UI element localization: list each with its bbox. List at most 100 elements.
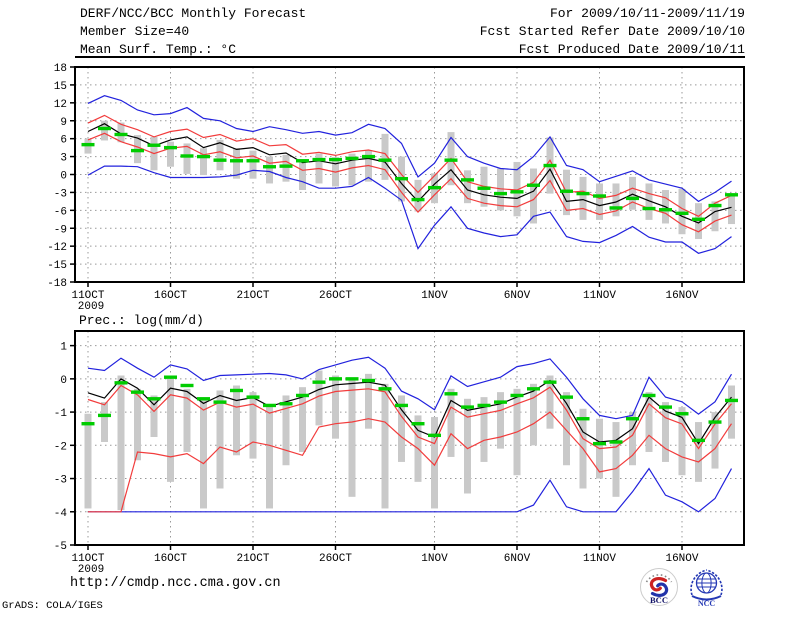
svg-text:2009: 2009: [78, 301, 104, 313]
spread-lower-line: [88, 411, 733, 513]
member-spread-bar: [513, 161, 521, 217]
observation-dash: [296, 393, 309, 398]
observation-dash: [279, 164, 293, 168]
observation-dash: [114, 381, 128, 385]
svg-text:9: 9: [60, 117, 67, 129]
member-spread-bar: [711, 412, 719, 469]
observation-dash: [543, 380, 557, 384]
observation-dash: [560, 189, 573, 193]
precip-chart-title: Prec.: log(mm/d): [79, 313, 204, 328]
source-url: http://cmdp.ncc.cma.gov.cn: [70, 576, 281, 591]
member-spread-bar: [728, 195, 735, 225]
member-spread-bar: [678, 407, 686, 476]
observation-dash: [378, 387, 392, 391]
svg-text:3: 3: [60, 153, 67, 165]
member-spread-bar: [183, 143, 191, 174]
member-spread-bar: [645, 392, 653, 452]
member-spread-bar: [530, 168, 537, 224]
svg-text:2009: 2009: [78, 564, 104, 576]
member-spread-bar: [150, 395, 158, 438]
observation-dash: [180, 383, 194, 388]
member-spread-bar: [117, 375, 125, 511]
member-spread-bar: [299, 160, 306, 191]
svg-text:26OCT: 26OCT: [319, 553, 352, 565]
page-title: DERF/NCC/BCC Monthly Forecast: [80, 6, 307, 21]
observation-dash: [98, 126, 111, 131]
spread-upper-line: [87, 384, 732, 450]
member-spread-bar: [662, 402, 669, 462]
member-spread-bar: [348, 153, 356, 186]
svg-text:-1: -1: [54, 408, 68, 420]
observation-dash: [395, 176, 408, 181]
svg-text:1: 1: [60, 342, 67, 354]
member-spread-bar: [84, 413, 92, 509]
observation-dash: [263, 165, 276, 169]
observation-dash: [642, 206, 656, 211]
observation-dash: [197, 154, 210, 159]
observation-dash: [527, 183, 540, 187]
member-spread-bar: [612, 183, 620, 217]
member-spread-bar: [233, 385, 240, 456]
ncc-logo-icon: NCC: [685, 566, 728, 608]
member-spread-bar: [134, 388, 141, 461]
member-spread-bar: [216, 390, 224, 489]
svg-text:11NOV: 11NOV: [583, 290, 616, 302]
svg-text:1NOV: 1NOV: [421, 553, 448, 565]
member-spread-bar: [365, 373, 372, 429]
observation-dash: [642, 393, 656, 398]
svg-text:12: 12: [54, 99, 67, 111]
observation-dash: [494, 191, 507, 196]
member-spread-bar: [711, 201, 719, 232]
member-spread-bar: [464, 170, 471, 204]
observation-dash: [312, 380, 326, 384]
observation-dash: [312, 157, 326, 162]
member-spread-bar: [299, 387, 306, 452]
member-spread-bar: [530, 383, 537, 446]
svg-text:15: 15: [54, 81, 67, 93]
svg-text:16NOV: 16NOV: [665, 290, 698, 302]
fcst-produced-date: Fcst Produced Date 2009/10/11: [518, 42, 745, 57]
svg-text:21OCT: 21OCT: [236, 290, 269, 302]
observation-dash: [98, 413, 111, 418]
observation-dash: [609, 440, 623, 444]
observation-dash: [362, 378, 375, 383]
svg-text:26OCT: 26OCT: [319, 290, 352, 302]
ensemble-max-line: [87, 356, 733, 420]
ncc-logo-text: NCC: [698, 599, 716, 608]
svg-text:-9: -9: [54, 224, 67, 236]
member-spread-bar: [200, 398, 207, 509]
observation-dash: [461, 405, 474, 409]
observation-dash: [230, 388, 243, 393]
observation-dash: [510, 190, 524, 194]
member-spread-bar: [629, 176, 636, 210]
observation-dash: [329, 157, 342, 162]
member-spread-bar: [480, 397, 488, 462]
svg-text:6NOV: 6NOV: [504, 290, 531, 302]
observation-dash: [296, 159, 309, 163]
ensemble-mean-line: [87, 123, 732, 224]
svg-text:-5: -5: [54, 541, 67, 553]
svg-text:18: 18: [54, 63, 67, 75]
observation-dash: [725, 193, 738, 197]
observation-dash: [131, 148, 144, 153]
svg-text:21OCT: 21OCT: [236, 553, 269, 565]
member-spread-bar: [381, 383, 389, 509]
observation-dash: [164, 145, 177, 150]
member-spread-bar: [497, 392, 504, 449]
observation-dash: [411, 197, 425, 202]
ensemble-max-line: [87, 95, 732, 203]
observation-dash: [246, 395, 260, 399]
observation-dash: [180, 154, 194, 158]
observation-dash: [576, 191, 590, 196]
observation-dash: [345, 377, 359, 381]
forecast-range: For 2009/10/11-2009/11/19: [549, 6, 745, 21]
svg-text:11OCT: 11OCT: [71, 553, 104, 565]
temp-chart-title: Mean Surf. Temp.: °C: [80, 42, 237, 57]
svg-text:16OCT: 16OCT: [154, 290, 187, 302]
member-spread-bar: [695, 422, 702, 482]
svg-text:6NOV: 6NOV: [504, 553, 531, 565]
observation-dash: [428, 185, 441, 190]
